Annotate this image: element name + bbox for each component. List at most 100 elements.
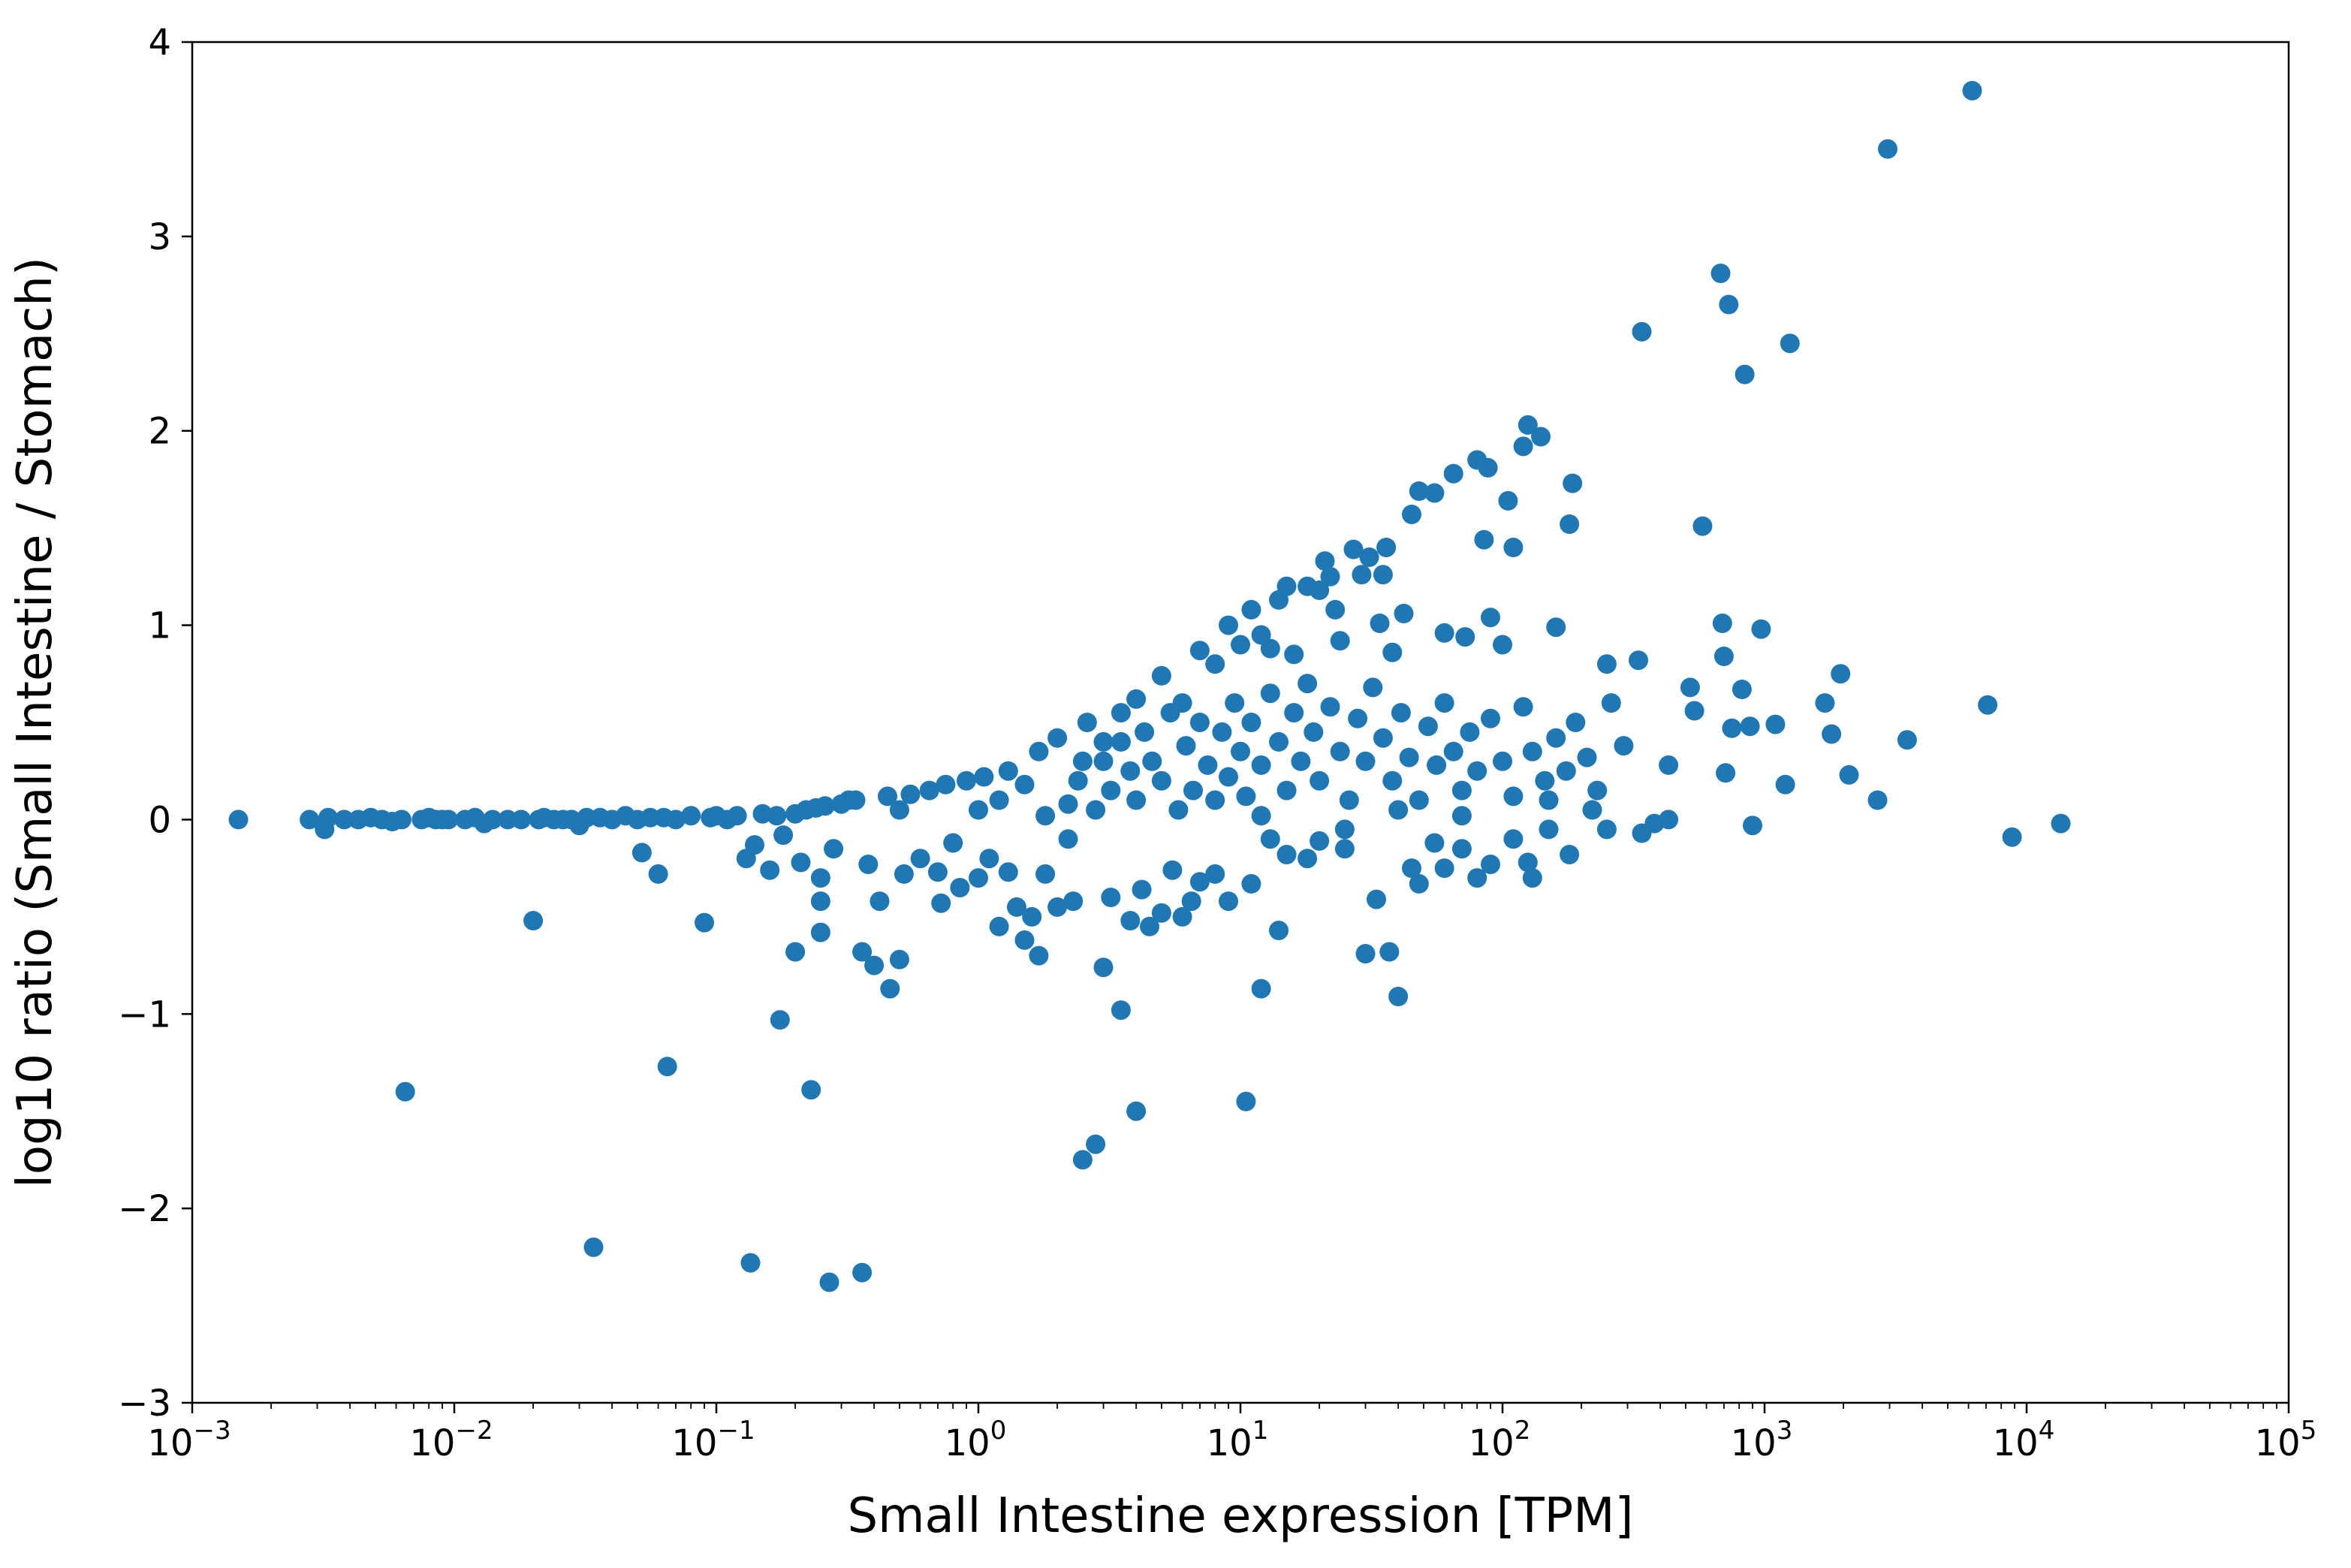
data-point: [665, 810, 686, 830]
data-point: [1493, 751, 1512, 771]
data-point: [1601, 693, 1621, 713]
x-tick-base: 10: [945, 1422, 990, 1464]
data-point: [1160, 703, 1180, 723]
data-point: [1659, 755, 1679, 775]
data-point: [1370, 614, 1390, 633]
data-point: [1029, 945, 1049, 966]
data-point: [1451, 806, 1472, 826]
data-point: [1443, 741, 1463, 761]
y-tick-label: −1: [118, 994, 171, 1036]
y-axis-title: log10 ratio (Small Intestine / Stomach): [8, 257, 63, 1188]
data-point: [727, 806, 747, 826]
data-point: [1330, 741, 1350, 761]
data-point: [1563, 473, 1583, 493]
data-point: [228, 810, 249, 830]
data-point: [1481, 855, 1500, 874]
x-tick-base: 10: [1993, 1422, 2039, 1464]
data-point: [1897, 730, 1917, 750]
data-point: [1614, 736, 1634, 756]
data-point: [1189, 641, 1210, 661]
data-point: [1546, 617, 1566, 638]
data-point: [1451, 780, 1472, 801]
data-point: [760, 860, 780, 880]
data-point: [852, 942, 873, 962]
data-point: [695, 912, 714, 933]
data-point: [1434, 858, 1454, 879]
data-point: [845, 790, 866, 810]
x-tick-base: 10: [409, 1422, 455, 1464]
data-point: [318, 807, 338, 828]
data-point: [1367, 889, 1386, 909]
data-point: [1839, 764, 1859, 785]
data-point: [1260, 683, 1280, 704]
data-point: [1382, 642, 1403, 662]
data-point: [1058, 794, 1078, 814]
data-point: [1077, 713, 1097, 732]
data-point: [1556, 761, 1576, 781]
data-point: [300, 810, 320, 830]
y-tick-label: 0: [148, 799, 171, 841]
data-point: [1219, 891, 1238, 912]
data-point: [1684, 701, 1704, 721]
y-tick-label: 4: [148, 22, 171, 64]
data-point: [1418, 716, 1438, 737]
data-point: [1402, 505, 1421, 524]
points-layer: [228, 80, 2071, 1292]
data-point: [1962, 80, 1982, 101]
data-point: [1086, 1134, 1106, 1154]
data-point: [640, 807, 661, 828]
data-point: [1539, 819, 1559, 840]
data-point: [791, 852, 811, 873]
data-point: [1716, 763, 1736, 783]
data-point: [1063, 891, 1084, 912]
data-point: [1427, 755, 1447, 775]
data-point: [1388, 987, 1409, 1006]
data-point: [1320, 566, 1340, 586]
data-point: [1732, 680, 1752, 699]
data-point: [1241, 713, 1261, 732]
data-point: [810, 891, 830, 912]
data-point: [1189, 872, 1210, 892]
data-point: [1142, 751, 1162, 771]
data-point: [1219, 615, 1238, 635]
data-point: [880, 978, 900, 999]
data-point: [852, 1262, 873, 1283]
data-point: [1205, 654, 1225, 674]
data-point: [1481, 608, 1500, 628]
data-point: [1409, 790, 1429, 810]
data-point: [1373, 565, 1393, 585]
data-point: [1751, 619, 1771, 639]
data-point: [1632, 321, 1652, 342]
data-point: [824, 839, 844, 859]
data-point: [1120, 911, 1141, 930]
data-point: [1503, 538, 1524, 557]
data-point: [1424, 483, 1445, 503]
data-point: [1310, 770, 1330, 791]
data-point: [864, 955, 885, 975]
x-tick-base: 10: [1469, 1422, 1515, 1464]
data-point: [1513, 436, 1533, 457]
data-point: [815, 796, 835, 816]
data-point: [1189, 713, 1210, 732]
data-point: [1692, 516, 1713, 536]
data-point: [1780, 333, 1800, 354]
data-point: [1304, 722, 1324, 742]
data-point: [1339, 790, 1359, 810]
data-point: [1310, 831, 1330, 851]
x-tick-exponent: 2: [1515, 1416, 1531, 1446]
data-point: [1151, 903, 1171, 923]
data-point: [1503, 829, 1524, 849]
data-point: [1310, 580, 1330, 600]
data-point: [1251, 978, 1271, 999]
data-point: [1172, 906, 1192, 927]
data-point: [1391, 703, 1411, 723]
data-point: [810, 868, 830, 888]
data-point: [770, 1010, 790, 1030]
x-tick-exponent: −3: [193, 1416, 231, 1446]
data-point: [2051, 813, 2071, 834]
x-tick-label: 10−3: [147, 1416, 231, 1464]
data-point: [1388, 800, 1409, 820]
x-tick-exponent: −2: [455, 1416, 493, 1446]
data-point: [1325, 599, 1346, 620]
x-tick-exponent: −1: [717, 1416, 755, 1446]
